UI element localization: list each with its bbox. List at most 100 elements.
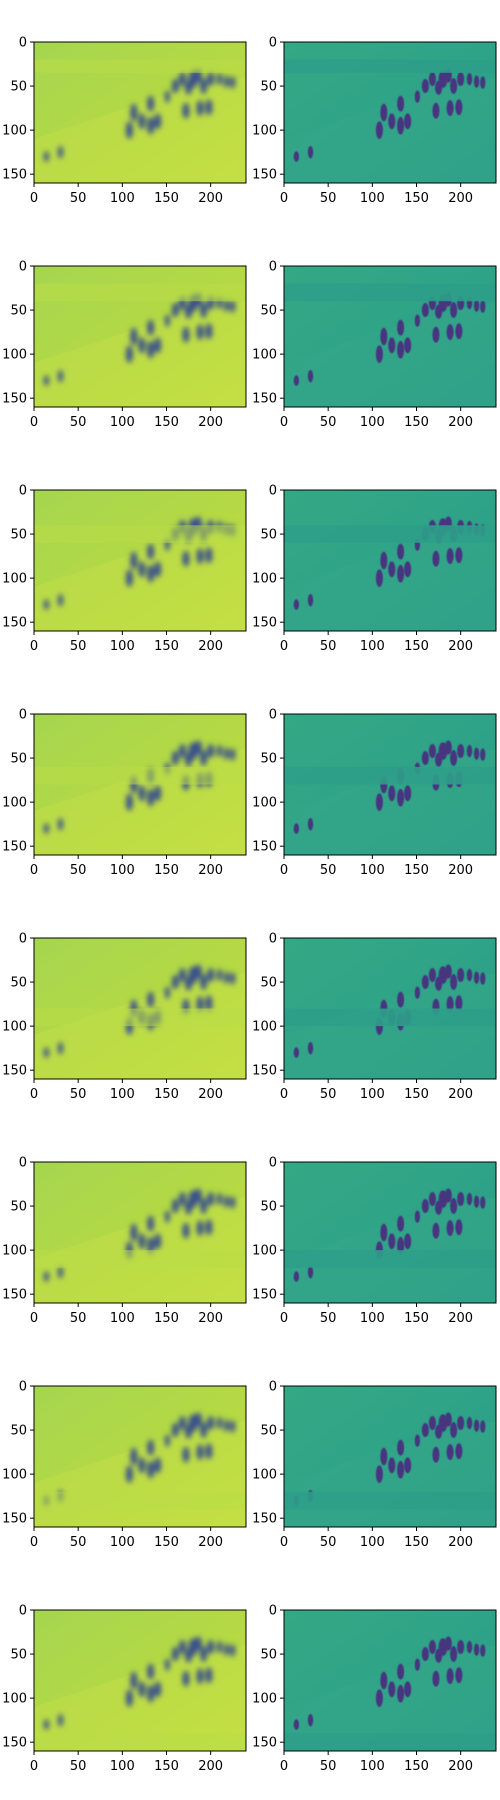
crowd-figure <box>404 337 412 354</box>
crowd-figure <box>457 1415 465 1431</box>
crowd-figure <box>397 1439 405 1456</box>
axes-frame <box>33 1385 247 1528</box>
x-tick-label: 0 <box>280 415 288 430</box>
crowd-figure <box>164 1658 171 1671</box>
crowd-figure <box>388 1681 396 1698</box>
crowd-figure <box>196 324 204 341</box>
crowd-figure <box>125 793 133 811</box>
y-tick-label: 50 <box>10 528 27 543</box>
crowd-figure <box>421 303 429 318</box>
crowd-figure <box>130 103 138 122</box>
crowd-figure <box>216 1416 223 1430</box>
y-tick-label: 100 <box>252 348 277 363</box>
crowd-figure <box>397 788 405 807</box>
crowd-figure <box>223 1195 230 1208</box>
crowd-figures <box>43 1636 236 1730</box>
crowd-figure <box>457 1191 465 1207</box>
crowd-figure <box>388 785 396 802</box>
occlusion-band <box>34 1008 246 1027</box>
crowd-figure <box>200 974 208 990</box>
crowd-figure <box>207 967 215 983</box>
y-tick-label: 50 <box>260 752 277 767</box>
crowd-figure <box>171 79 179 94</box>
crowd-figure <box>473 299 480 312</box>
crowd-figure <box>455 99 463 116</box>
crowd-figure <box>178 1415 186 1431</box>
x-tick-label: 0 <box>30 415 38 430</box>
crowd-figure <box>138 1681 146 1698</box>
crowd-figure <box>216 1192 223 1206</box>
crowd-figure <box>480 748 486 761</box>
x-tick-label: 200 <box>198 1087 223 1102</box>
crowd-figure <box>446 996 454 1013</box>
x-tick-label: 150 <box>154 1311 179 1326</box>
y-tick-label: 100 <box>252 1468 277 1483</box>
y-tick-label: 0 <box>269 1156 277 1171</box>
crowd-figure <box>57 817 64 831</box>
crowd-figure <box>450 302 458 318</box>
crowd-figure <box>130 1671 138 1690</box>
crowd-figure <box>196 548 204 565</box>
axes-frame <box>33 937 247 1080</box>
crowd-figure <box>428 71 436 87</box>
panel-left-row-7 <box>34 1386 246 1527</box>
crowd-figure <box>455 1667 463 1684</box>
axes-frame <box>283 265 497 408</box>
crowd-figure <box>147 319 155 336</box>
y-tick-label: 150 <box>252 840 277 855</box>
crowd-figure <box>182 1446 190 1463</box>
x-tick-label: 0 <box>30 1087 38 1102</box>
crowd-figure <box>200 1422 208 1438</box>
crowd-figure <box>428 1191 436 1207</box>
crowd-figure <box>138 561 146 578</box>
y-tick-label: 50 <box>260 1648 277 1663</box>
x-tick-label: 200 <box>448 863 473 878</box>
crowd-figure <box>380 1671 388 1690</box>
crowd-figure <box>388 113 396 130</box>
crowd-figure <box>307 369 314 383</box>
crowd-figure <box>444 964 452 979</box>
crowd-figure <box>457 71 465 87</box>
crowd-figure <box>428 1415 436 1431</box>
crowd-figure <box>397 543 405 560</box>
axes-frame <box>283 937 497 1080</box>
crowd-figure <box>307 593 314 607</box>
crowd-figure <box>455 995 463 1012</box>
crowd-figure <box>293 375 300 386</box>
ground-region <box>34 525 246 631</box>
x-tick-label: 100 <box>360 863 385 878</box>
crowd-figure <box>207 1191 215 1207</box>
x-tick-label: 150 <box>404 639 429 654</box>
x-tick-label: 100 <box>110 1311 135 1326</box>
crowd-figure <box>57 1265 64 1279</box>
crowd-figure <box>125 345 133 363</box>
x-tick-label: 50 <box>320 639 337 654</box>
crowd-figure <box>307 1265 314 1279</box>
crowd-figure <box>397 1215 405 1232</box>
crowd-figure <box>450 750 458 766</box>
x-tick-label: 0 <box>280 639 288 654</box>
y-tick-label: 150 <box>2 1512 27 1527</box>
crowd-figure <box>446 100 454 117</box>
x-tick-label: 150 <box>154 1759 179 1774</box>
panel-left-row-8 <box>34 1610 246 1751</box>
crowd-figure <box>200 1646 208 1662</box>
crowd-figure <box>473 1419 480 1432</box>
crowd-figure <box>147 788 155 807</box>
crowd-figure <box>43 1271 50 1282</box>
crowd-figure <box>171 751 179 766</box>
x-tick-label: 0 <box>280 1311 288 1326</box>
occlusion-band <box>284 59 496 73</box>
x-tick-label: 150 <box>404 1759 429 1774</box>
y-tick-label: 0 <box>19 932 27 947</box>
crowd-figures <box>43 68 236 162</box>
crowd-figure <box>480 972 486 985</box>
crowd-figure <box>200 1198 208 1214</box>
crowd-figure <box>414 1434 421 1447</box>
y-tick-label: 50 <box>260 976 277 991</box>
crowd-figure <box>444 740 452 755</box>
crowd-figure <box>428 743 436 759</box>
y-tick-label: 100 <box>252 572 277 587</box>
x-tick-label: 50 <box>70 191 87 206</box>
